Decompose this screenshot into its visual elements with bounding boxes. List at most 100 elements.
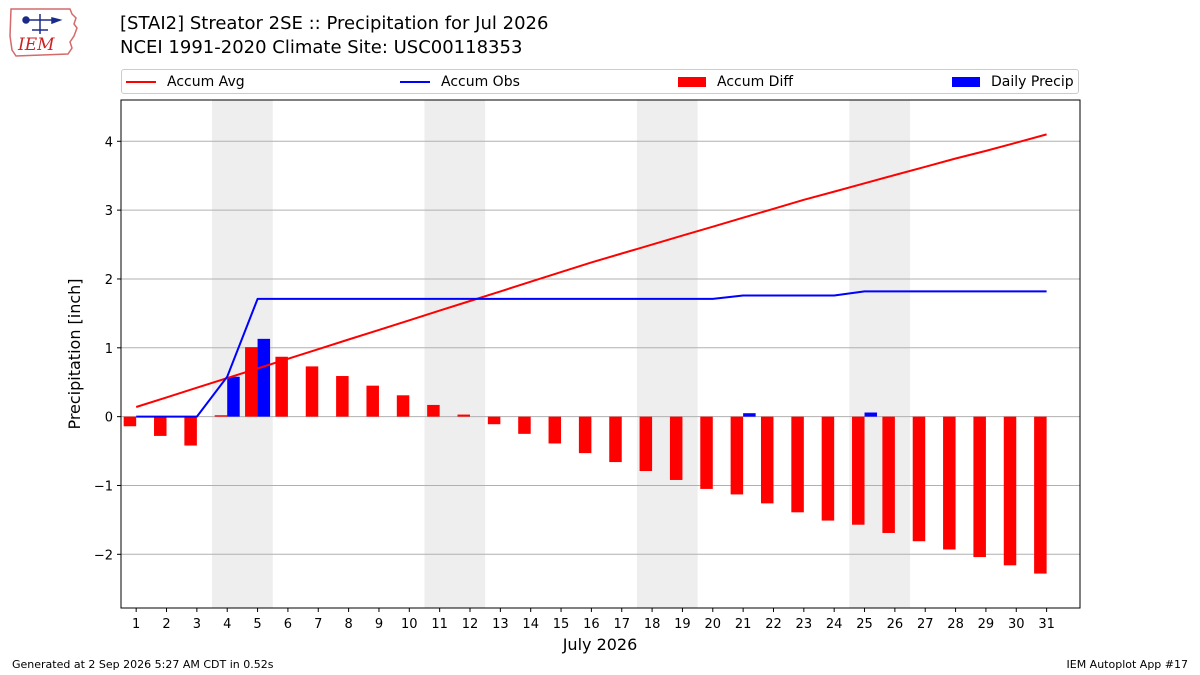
accum-obs-line <box>136 290 1047 418</box>
accum-avg-line <box>135 133 1047 408</box>
weekend-shade <box>636 100 698 608</box>
accum-diff-bar <box>457 414 471 417</box>
x-tick-label: 10 <box>401 617 418 632</box>
accum-diff-bar <box>336 376 349 417</box>
x-tick-label: 6 <box>284 617 292 632</box>
x-tick-label: 11 <box>431 617 448 632</box>
x-tick-label: 18 <box>644 617 661 632</box>
accum-diff-bar <box>639 416 653 472</box>
x-tick-label: 30 <box>1008 617 1025 632</box>
x-tick-label: 3 <box>193 617 201 632</box>
x-tick-label: 26 <box>887 617 904 632</box>
legend-item-accum-obs: Accum Obs <box>400 73 520 91</box>
accum-diff-bar <box>730 416 744 495</box>
accum-diff-bar <box>973 416 986 558</box>
accum-diff-bar <box>882 416 895 533</box>
x-tick-label: 31 <box>1038 617 1055 632</box>
title-line-1: [STAI2] Streator 2SE :: Precipitation fo… <box>120 13 549 34</box>
plot-frame <box>120 99 1081 609</box>
accum-diff-bar <box>154 416 167 436</box>
accum-diff-bar <box>700 416 713 489</box>
accum-diff-bar <box>578 416 592 454</box>
x-tick-label: 8 <box>344 617 352 632</box>
x-axis-label: July 2026 <box>562 635 638 654</box>
accum-diff-bar <box>487 416 501 425</box>
x-tick-label: 24 <box>826 617 843 632</box>
legend-swatch-accum-diff <box>678 77 706 87</box>
legend-label-accum-obs: Accum Obs <box>441 74 520 90</box>
x-tick-label: 5 <box>253 617 261 632</box>
accum-diff-bar <box>669 416 683 480</box>
legend-swatch-accum-avg <box>126 81 156 83</box>
y-tick-label: 4 <box>105 135 113 150</box>
legend-item-accum-avg: Accum Avg <box>126 73 245 91</box>
daily-precip-bar <box>227 376 240 417</box>
y-tick-label: −1 <box>94 479 113 494</box>
x-tick-label: 25 <box>856 617 873 632</box>
weekend-shade <box>424 100 486 608</box>
x-tick-label: 28 <box>947 617 964 632</box>
x-tick-label: 2 <box>162 617 170 632</box>
accum-diff-bar <box>427 404 440 417</box>
accum-diff-bar <box>943 416 956 550</box>
accum-diff-bar <box>123 416 137 427</box>
x-tick-label: 20 <box>705 617 722 632</box>
legend-item-daily-precip: Daily Precip <box>952 73 1074 91</box>
x-tick-label: 7 <box>314 617 322 632</box>
accum-diff-bar <box>912 416 926 542</box>
weather-station-icon <box>22 14 63 34</box>
x-tick-label: 16 <box>583 617 600 632</box>
x-tick-label: 23 <box>796 617 813 632</box>
legend-item-accum-diff: Accum Diff <box>678 73 793 91</box>
legend: Accum Avg Accum Obs Accum Diff Daily Pre… <box>121 69 1079 94</box>
accum-diff-bar <box>518 416 531 434</box>
accum-diff-bar <box>821 416 835 521</box>
x-tick-label: 1 <box>132 617 140 632</box>
daily-precip-bar <box>743 413 756 417</box>
accum-diff-bar <box>791 416 804 513</box>
chart-title: [STAI2] Streator 2SE :: Precipitation fo… <box>120 12 548 60</box>
legend-swatch-accum-obs <box>400 81 430 83</box>
iem-logo: IEM <box>9 8 78 57</box>
accum-diff-bar <box>609 416 622 463</box>
daily-precip-bar <box>257 338 271 417</box>
accum-diff-bar <box>1034 416 1047 574</box>
accum-diff-bar <box>396 395 410 417</box>
x-tick-label: 29 <box>978 617 995 632</box>
accum-diff-bar <box>366 385 379 417</box>
y-tick-label: −2 <box>94 548 113 563</box>
accum-diff-bar <box>214 415 228 417</box>
y-axis-label: Precipitation [inch] <box>65 278 84 429</box>
x-tick-label: 22 <box>765 617 782 632</box>
y-tick-label: 1 <box>105 342 113 357</box>
daily-precip-bar <box>864 412 878 417</box>
y-tick-label: 3 <box>105 204 113 219</box>
accum-diff-bar <box>1003 416 1017 566</box>
x-tick-label: 17 <box>613 617 630 632</box>
accum-diff-bar <box>852 416 865 525</box>
accum-diff-bar <box>275 356 288 417</box>
accum-diff-bar <box>760 416 774 504</box>
title-line-2: NCEI 1991-2020 Climate Site: USC00118353 <box>120 37 523 58</box>
x-tick-label: 14 <box>522 617 539 632</box>
app-identifier: IEM Autoplot App #17 <box>1066 658 1189 671</box>
generated-timestamp: Generated at 2 Sep 2026 5:27 AM CDT in 0… <box>12 658 274 671</box>
accum-diff-bar <box>245 347 258 417</box>
x-tick-label: 4 <box>223 617 231 632</box>
legend-label-daily-precip: Daily Precip <box>991 74 1074 90</box>
legend-label-accum-avg: Accum Avg <box>167 74 245 90</box>
accum-diff-bar <box>184 416 197 446</box>
x-tick-label: 12 <box>462 617 479 632</box>
accum-diff-bar <box>305 366 319 417</box>
x-tick-label: 15 <box>553 617 570 632</box>
accum-diff-bar <box>548 416 562 444</box>
y-tick-label: 0 <box>105 411 113 426</box>
legend-swatch-daily-precip <box>952 77 980 87</box>
iowa-state-outline-icon <box>9 8 78 57</box>
x-tick-label: 13 <box>492 617 509 632</box>
x-tick-label: 21 <box>735 617 752 632</box>
y-tick-label: 2 <box>105 273 113 288</box>
x-tick-label: 19 <box>674 617 691 632</box>
logo-text: IEM <box>17 35 55 55</box>
